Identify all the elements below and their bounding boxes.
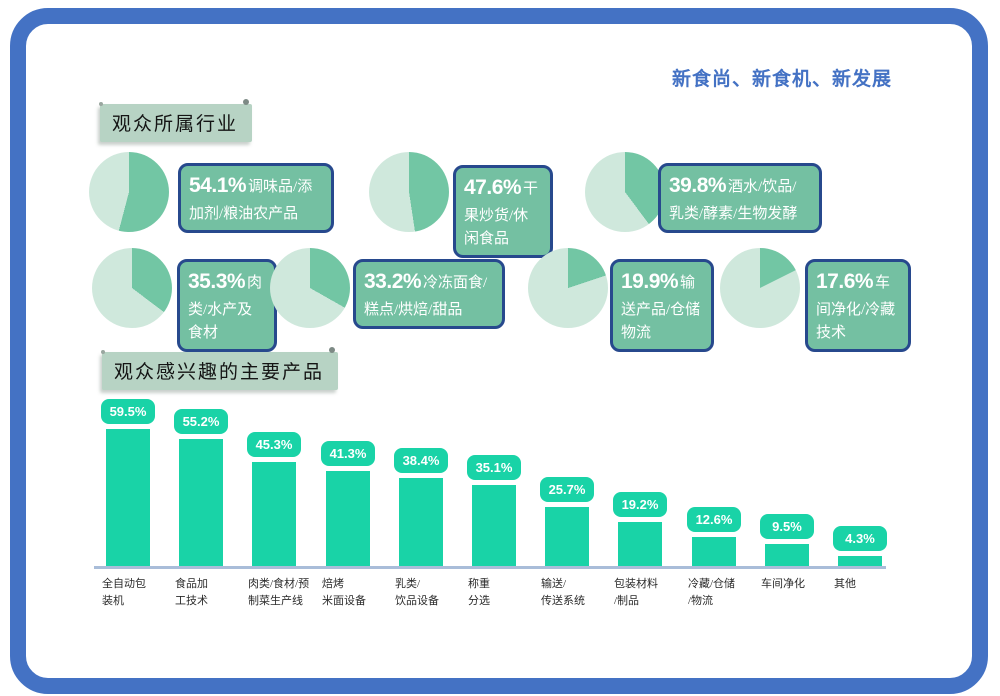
bar-value-badge: 19.2% xyxy=(613,492,667,517)
bar xyxy=(472,485,516,566)
bar-value-badge: 4.3% xyxy=(833,526,887,551)
bar-category-label: 食品加 工技术 xyxy=(175,578,208,608)
bar-category-label: 肉类/食材/预 制菜生产线 xyxy=(248,578,310,608)
bar-value-badge: 59.5% xyxy=(101,399,155,424)
bar-value-badge: 55.2% xyxy=(174,409,228,434)
pie-chart xyxy=(92,248,172,328)
bar-category-label: 输送/ 传送系统 xyxy=(541,578,585,608)
pie-chart xyxy=(720,248,800,328)
section-title-products: 观众感兴趣的主要产品 xyxy=(101,347,339,390)
bar-category-label: 包装材料 /制品 xyxy=(614,578,658,608)
pie-percent: 33.2% xyxy=(364,270,422,293)
bar xyxy=(765,544,809,566)
section-title-industries-label: 观众所属行业 xyxy=(112,114,239,135)
bar-category-label: 乳类/ 饮品设备 xyxy=(395,578,439,608)
bar-category-label: 称重 分选 xyxy=(468,578,490,608)
pie-label-box: 35.3% 肉类/水产及食材 xyxy=(177,259,277,353)
pie-chart xyxy=(585,152,665,232)
bar xyxy=(618,522,662,566)
pie-percent: 39.8% xyxy=(669,174,727,197)
pie-label-box: 39.8% 酒水/饮品/乳类/酵素/生物发酵 xyxy=(658,163,822,233)
bar-value-badge: 41.3% xyxy=(321,441,375,466)
section-title-products-label: 观众感兴趣的主要产品 xyxy=(114,362,325,383)
pie-label-text: 冷冻面食/糕点/烘焙/甜品 xyxy=(364,275,488,318)
slogan-text: 新食尚、新食机、新发展 xyxy=(672,69,893,90)
pie-label-text: 肉类/水产及食材 xyxy=(188,275,263,341)
pie-label-text: 调味品/添加剂/粮油农产品 xyxy=(189,179,313,222)
pie-label-box: 17.6% 车间净化/冷藏技术 xyxy=(805,259,911,353)
pie-label-box: 33.2% 冷冻面食/糕点/烘焙/甜品 xyxy=(353,259,505,329)
pie-chart xyxy=(270,248,350,328)
bar-value-badge: 38.4% xyxy=(394,448,448,473)
pie-chart xyxy=(528,248,608,328)
bar xyxy=(399,478,443,566)
bar-value-badge: 12.6% xyxy=(687,507,741,532)
pin-dot-icon xyxy=(101,350,105,354)
bar-value-badge: 45.3% xyxy=(247,432,301,457)
bar-category-label: 冷藏/仓储 /物流 xyxy=(688,578,736,608)
pie-label-box: 19.9% 输送产品/仓储物流 xyxy=(610,259,714,353)
pie-label-text: 车间净化/冷藏技术 xyxy=(816,275,896,341)
pie-percent: 35.3% xyxy=(188,270,246,293)
bar xyxy=(545,507,589,566)
bar-chart-axis-line xyxy=(94,566,886,569)
pie-label-box: 47.6% 干果炒货/休闲食品 xyxy=(453,165,553,259)
bar-category-label: 全自动包 装机 xyxy=(102,578,146,608)
pin-dot-icon xyxy=(329,347,336,353)
pie-percent: 17.6% xyxy=(816,270,874,293)
pie-chart xyxy=(369,152,449,232)
bar xyxy=(692,537,736,566)
pie-percent: 47.6% xyxy=(464,176,522,199)
pie-chart xyxy=(89,152,169,232)
bar xyxy=(106,429,150,566)
bar-category-label: 焙烤 米面设备 xyxy=(322,578,366,608)
pie-percent: 19.9% xyxy=(621,270,679,293)
pie-label-text: 干果炒货/休闲食品 xyxy=(464,181,539,247)
pie-label-text: 酒水/饮品/乳类/酵素/生物发酵 xyxy=(669,179,798,222)
section-title-industries: 观众所属行业 xyxy=(99,99,253,142)
bar-category-label: 其他 xyxy=(834,578,856,590)
bar xyxy=(326,471,370,566)
bar xyxy=(179,439,223,566)
bar xyxy=(252,462,296,566)
bar xyxy=(838,556,882,566)
bar-value-badge: 9.5% xyxy=(760,514,814,539)
pie-label-text: 输送产品/仓储物流 xyxy=(621,275,701,341)
bar-category-label: 车间净化 xyxy=(761,578,805,590)
pie-percent: 54.1% xyxy=(189,174,247,197)
pin-dot-icon xyxy=(243,99,250,105)
pie-label-box: 54.1% 调味品/添加剂/粮油农产品 xyxy=(178,163,334,233)
bar-value-badge: 35.1% xyxy=(467,455,521,480)
pin-dot-icon xyxy=(99,102,103,106)
bar-value-badge: 25.7% xyxy=(540,477,594,502)
